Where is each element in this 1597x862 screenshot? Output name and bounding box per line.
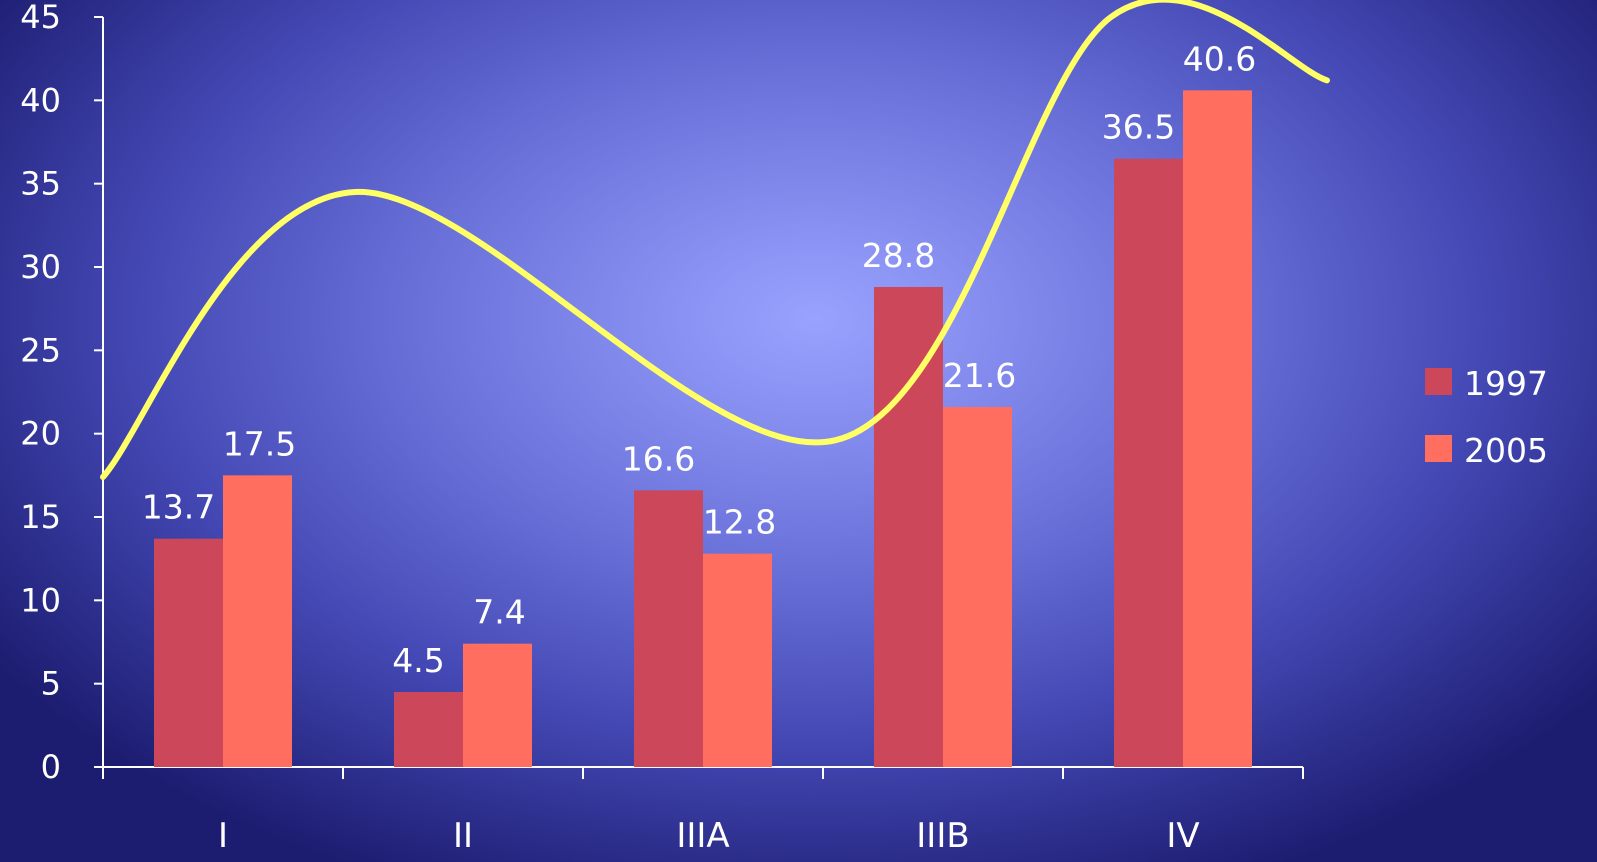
data-label: 16.6 xyxy=(622,439,695,478)
overlay-curve-layer xyxy=(100,0,1330,480)
data-label: 13.7 xyxy=(142,488,215,527)
y-tick-label: 45 xyxy=(20,0,61,36)
data-label: 28.8 xyxy=(862,236,935,275)
y-tick-label: 40 xyxy=(20,81,61,119)
bar-2005-IIIA xyxy=(703,553,772,767)
data-label: 4.5 xyxy=(392,641,444,680)
y-tick-label: 30 xyxy=(20,248,61,286)
bar-1997-I xyxy=(154,538,223,767)
y-tick-label: 0 xyxy=(41,748,61,786)
legend-swatch-1997 xyxy=(1425,368,1452,395)
legend-swatch-2005 xyxy=(1425,435,1452,462)
bar-1997-IIIA xyxy=(634,490,703,767)
y-tick-label: 35 xyxy=(20,165,61,203)
bar-1997-IV xyxy=(1114,158,1183,767)
y-tick-label: 20 xyxy=(20,415,61,453)
data-label: 21.6 xyxy=(943,356,1016,395)
bar-2005-I xyxy=(223,475,292,767)
bar-2005-IIIB xyxy=(943,407,1012,767)
y-tick-label: 25 xyxy=(20,331,61,369)
bar-1997-IIIB xyxy=(874,287,943,767)
bar-2005-II xyxy=(463,643,532,767)
y-tick-label: 5 xyxy=(41,665,61,703)
x-tick-label: I xyxy=(218,816,228,856)
legend-label: 1997 xyxy=(1464,364,1548,403)
overlay-curve xyxy=(100,0,1330,480)
data-label: 12.8 xyxy=(703,503,776,542)
x-tick-label: IIIA xyxy=(676,816,729,856)
data-label: 7.4 xyxy=(473,593,525,632)
legend-label: 2005 xyxy=(1464,431,1548,470)
bar-2005-IV xyxy=(1183,90,1252,768)
y-axis: 0 5 10 15 20 25 30 35 40 45 xyxy=(20,0,104,786)
data-label: 36.5 xyxy=(1102,108,1175,147)
bars xyxy=(154,90,1252,768)
data-label: 40.6 xyxy=(1183,39,1256,78)
legend: 1997 2005 xyxy=(1425,364,1548,470)
x-tick-label: II xyxy=(453,816,473,856)
y-tick-label: 15 xyxy=(20,498,61,536)
y-tick-label: 10 xyxy=(20,581,61,619)
data-labels: 13.7 4.5 16.6 28.8 36.5 17.5 7.4 12.8 21.6 40.6 xyxy=(142,39,1256,680)
x-axis: I II IIIA IIIB IV xyxy=(102,766,1304,856)
bar-1997-II xyxy=(394,692,463,767)
x-tick-label: IV xyxy=(1166,816,1199,856)
data-label: 17.5 xyxy=(223,424,296,463)
x-tick-label: IIIB xyxy=(916,816,969,856)
